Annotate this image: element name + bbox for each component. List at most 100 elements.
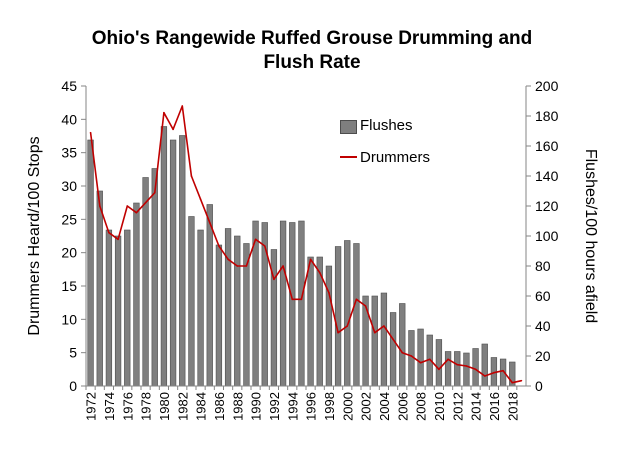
point-drummers-1975	[117, 238, 119, 241]
x-tick-label-2004: 2004	[377, 392, 392, 421]
bar-flushes-1987	[224, 228, 232, 387]
y2-tick-label-200: 200	[535, 78, 559, 94]
bar-flushes-2006	[399, 303, 406, 387]
bar-flushes-1999	[334, 246, 342, 387]
point-drummers-2008	[419, 361, 422, 364]
x-tick-label-1980: 1980	[157, 392, 172, 421]
point-drummers-1997	[318, 271, 321, 274]
point-drummers-2013	[465, 365, 468, 367]
bar-flushes-1983	[188, 216, 195, 387]
bar-flushes-1998	[325, 265, 333, 387]
y-axis-title: Drummers Heard/100 Stops	[26, 136, 43, 336]
chart-title-line-1: Ohio's Rangewide Ruffed Grouse Drumming …	[91, 28, 533, 49]
y-tick-label-40: 40	[61, 111, 77, 127]
point-drummers-2000	[346, 325, 349, 327]
x-tick-label-2014: 2014	[469, 392, 484, 421]
point-drummers-1982	[181, 105, 184, 107]
bar-flushes-1978	[142, 177, 149, 387]
line-drummers	[89, 105, 522, 384]
y2-tick-label-80: 80	[535, 258, 551, 274]
x-tick-label-2006: 2006	[395, 392, 410, 421]
y-tick-label-35: 35	[61, 145, 77, 161]
x-tick-label-2000: 2000	[340, 392, 355, 421]
x-tick-label-1988: 1988	[230, 392, 245, 421]
point-drummers-1987	[227, 258, 229, 261]
bar-flushes-1981	[169, 139, 177, 387]
x-tick-label-1998: 1998	[322, 392, 337, 421]
point-drummers-2004	[383, 325, 385, 327]
point-drummers-1977	[135, 211, 138, 214]
chart-title-line-2: Flush Rate	[263, 52, 361, 73]
bar-flushes-1979	[151, 168, 158, 387]
point-drummers-1980	[163, 111, 165, 114]
x-tick-label-2018: 2018	[505, 392, 520, 421]
x-tick-label-1978: 1978	[139, 392, 154, 421]
y2-tick-label-60: 60	[535, 288, 551, 304]
bar-flushes-1973	[96, 190, 103, 387]
point-drummers-2003	[373, 331, 376, 334]
point-drummers-1972	[89, 131, 92, 134]
y-tick-label-0: 0	[69, 378, 77, 394]
point-drummers-1995	[300, 298, 303, 301]
bar-flushes-1982	[179, 135, 186, 387]
y-tick-label-25: 25	[61, 211, 77, 227]
x-tick-label-2012: 2012	[450, 392, 465, 421]
bar-flushes-2008	[417, 328, 424, 387]
bar-flushes-1995	[298, 220, 305, 387]
y2-axis-title: Flushes/100 hours afield	[582, 148, 599, 324]
y2-tick-label-140: 140	[535, 168, 559, 184]
point-drummers-2001	[355, 298, 358, 301]
bar-flushes-1975	[114, 235, 122, 387]
point-drummers-2012	[456, 363, 459, 366]
bar-flushes-2004	[380, 292, 388, 387]
y-tick-label-30: 30	[61, 178, 77, 194]
x-tick-label-1982: 1982	[175, 392, 190, 421]
y2-tick-label-180: 180	[535, 108, 559, 124]
bar-flushes-1996	[307, 256, 314, 387]
legend-flushes-label: Flushes	[360, 117, 413, 134]
bar-flushes-2011	[444, 351, 452, 387]
point-drummers-2009	[428, 358, 431, 361]
x-tick-label-2002: 2002	[359, 392, 374, 421]
point-drummers-2018	[511, 381, 514, 384]
point-drummers-2015	[483, 375, 486, 377]
x-tick-label-2010: 2010	[432, 392, 447, 421]
legend-flushes-swatch	[340, 120, 357, 134]
x-tick-label-1990: 1990	[249, 392, 264, 421]
point-drummers-1976	[126, 205, 129, 207]
y-tick-label-5: 5	[69, 345, 77, 361]
bar-flushes-1977	[133, 202, 140, 387]
point-drummers-1993	[282, 265, 284, 267]
y2-tick-label-160: 160	[535, 138, 559, 154]
bar-flushes-2015	[481, 343, 488, 387]
x-tick-label-2016: 2016	[487, 392, 502, 421]
bar-flushes-1980	[160, 126, 168, 387]
y-tick-label-15: 15	[61, 278, 77, 294]
point-drummers-2010	[438, 368, 440, 371]
x-tick-label-1972: 1972	[84, 392, 99, 421]
point-drummers-2006	[401, 351, 404, 354]
legend-drummers-label: Drummers	[360, 149, 430, 166]
bar-flushes-1988	[234, 235, 241, 387]
point-drummers-2017	[502, 369, 504, 372]
bar-flushes-1976	[124, 229, 131, 387]
y-tick-label-45: 45	[61, 78, 77, 94]
point-drummers-2005	[392, 338, 394, 341]
point-drummers-1983	[190, 175, 193, 177]
x-tick-label-1996: 1996	[304, 392, 319, 421]
point-drummers-1981	[172, 128, 174, 131]
point-drummers-1979	[153, 191, 156, 194]
point-drummers-2011	[447, 358, 449, 361]
bar-flushes-2000	[344, 240, 351, 387]
x-tick-label-1984: 1984	[194, 392, 209, 421]
point-drummers-1986	[218, 245, 220, 247]
point-drummers-1992	[273, 278, 275, 281]
bar-flushes-2012	[454, 351, 461, 387]
point-drummers-1996	[309, 258, 312, 261]
point-drummers-2019	[520, 379, 523, 382]
point-drummers-1988	[236, 265, 239, 267]
bar-flushes-1972	[87, 139, 94, 387]
bar-flushes-2013	[463, 352, 470, 387]
point-drummers-1984	[199, 198, 202, 201]
point-drummers-2002	[364, 305, 367, 307]
